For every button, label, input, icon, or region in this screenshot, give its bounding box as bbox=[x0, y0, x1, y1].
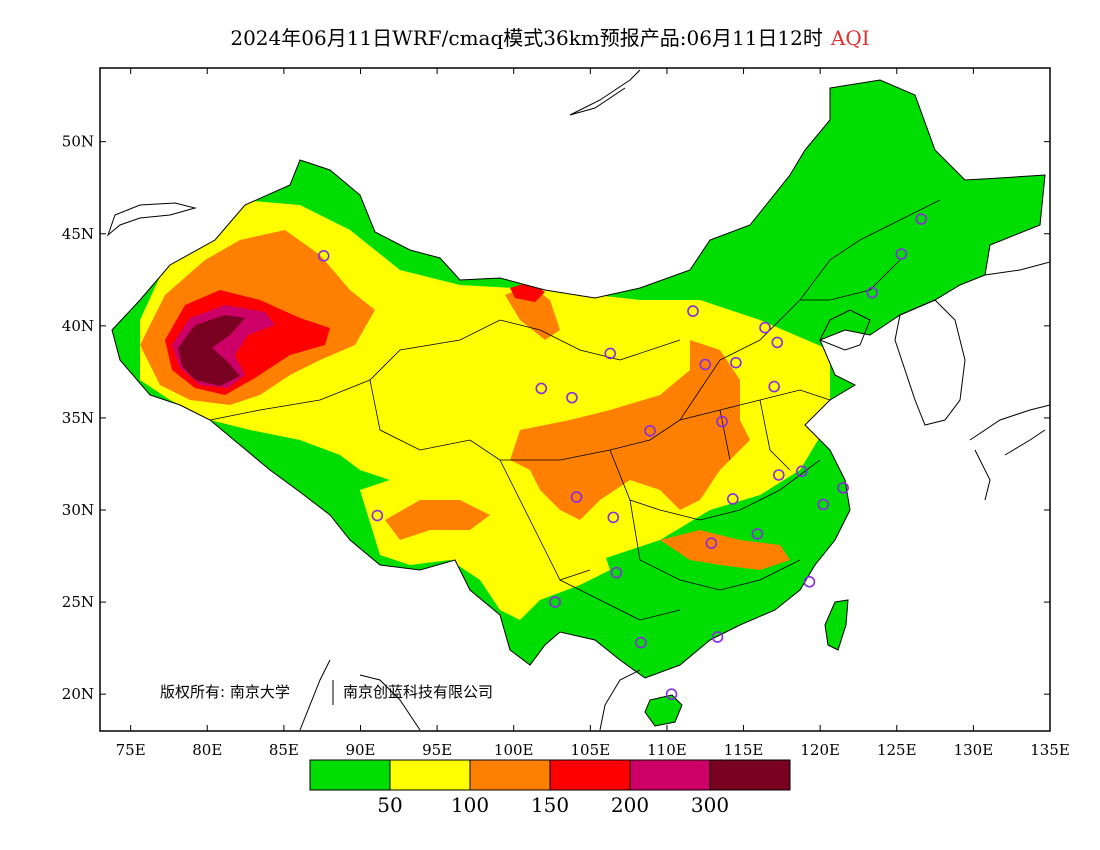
station-marker bbox=[772, 469, 785, 481]
borders bbox=[106, 69, 1050, 731]
station-marker bbox=[705, 537, 718, 549]
station-marker bbox=[607, 511, 620, 524]
station-marker bbox=[771, 336, 784, 349]
station-marker bbox=[699, 358, 712, 371]
station-marker bbox=[730, 356, 742, 369]
title-variable: AQI bbox=[830, 26, 870, 50]
legend-swatch bbox=[469, 759, 551, 791]
hainan-island bbox=[644, 694, 683, 727]
lat-tick-label: 45N bbox=[62, 225, 94, 243]
station-marker bbox=[535, 382, 548, 395]
station-marker bbox=[795, 465, 808, 478]
station-marker bbox=[687, 305, 699, 317]
station-marker bbox=[610, 566, 623, 579]
lat-tick-label: 40N bbox=[62, 317, 94, 335]
station-marker bbox=[915, 213, 928, 225]
lon-tick-label: 95E bbox=[422, 741, 452, 759]
lon-tick-label: 105E bbox=[571, 741, 611, 759]
caspian-aral bbox=[106, 202, 197, 237]
copyright-owner: 版权所有: 南京大学 bbox=[160, 683, 290, 701]
map-area: 版权所有: 南京大学 南京创蓝科技有限公司 bbox=[106, 69, 1050, 731]
station-marker bbox=[716, 415, 728, 428]
station-marker bbox=[837, 482, 849, 494]
lon-tick-label: 135E bbox=[1030, 741, 1070, 759]
lake-baikal bbox=[569, 69, 641, 116]
title-main: 2024年06月11日WRF/cmaq模式36km预报产品:06月11日12时 bbox=[230, 26, 823, 50]
station-marker bbox=[665, 688, 678, 700]
legend-swatch bbox=[629, 759, 711, 791]
legend-label: 100 bbox=[451, 793, 489, 817]
korea-peninsula bbox=[894, 299, 966, 426]
taiwan-island bbox=[824, 599, 849, 651]
lat-tick-label: 30N bbox=[62, 501, 94, 519]
legend: 50 100 150 200 300 bbox=[309, 759, 791, 817]
lon-tick-label: 125E bbox=[877, 741, 917, 759]
lon-tick-label: 115E bbox=[724, 741, 764, 759]
station-marker bbox=[759, 321, 771, 334]
liaodong-coast bbox=[819, 309, 871, 351]
lon-tick-label: 80E bbox=[192, 741, 222, 759]
station-marker bbox=[817, 498, 830, 511]
legend-swatch bbox=[709, 759, 791, 791]
legend-label: 300 bbox=[691, 793, 729, 817]
lat-tick-label: 20N bbox=[62, 685, 94, 703]
station-marker bbox=[727, 493, 739, 505]
station-marker bbox=[644, 425, 656, 437]
lon-tick-label: 75E bbox=[116, 741, 146, 759]
station-marker bbox=[566, 391, 578, 404]
aqi-usg-north-china bbox=[510, 340, 750, 520]
indochina-coast bbox=[299, 659, 641, 731]
station-marker bbox=[803, 576, 816, 588]
station-marker bbox=[549, 596, 561, 608]
lon-tick-label: 130E bbox=[954, 741, 994, 759]
station-marker bbox=[570, 491, 583, 503]
copyright-partner: 南京创蓝科技有限公司 bbox=[343, 683, 493, 701]
legend-swatch bbox=[389, 759, 471, 791]
lat-axis: 50N 45N 40N 35N 30N 25N 20N bbox=[62, 133, 1050, 703]
map-frame bbox=[99, 67, 1051, 732]
map-title: 2024年06月11日WRF/cmaq模式36km预报产品:06月11日12时 A… bbox=[0, 22, 1100, 51]
aqi-usg-tibet bbox=[385, 500, 490, 540]
legend-swatch bbox=[549, 759, 631, 791]
lat-tick-label: 35N bbox=[62, 409, 94, 427]
lon-tick-label: 100E bbox=[494, 741, 534, 759]
legend-label: 50 bbox=[377, 793, 402, 817]
russia-east-coast bbox=[984, 261, 1050, 276]
station-markers bbox=[317, 213, 928, 700]
lon-tick-label: 90E bbox=[345, 741, 375, 759]
lon-tick-label: 85E bbox=[269, 741, 299, 759]
station-marker bbox=[371, 509, 384, 522]
aqi-hazardous-xinjiang bbox=[178, 315, 245, 386]
legend-label: 150 bbox=[531, 793, 569, 817]
station-marker bbox=[317, 250, 330, 262]
station-marker bbox=[635, 636, 647, 649]
station-marker bbox=[711, 631, 724, 643]
aqi-usg-central-south bbox=[660, 530, 790, 570]
lat-tick-label: 25N bbox=[62, 593, 94, 611]
lon-tick-label: 110E bbox=[647, 741, 687, 759]
station-marker bbox=[751, 528, 764, 540]
province-lines bbox=[209, 199, 941, 621]
china-outline bbox=[111, 79, 1046, 679]
japan-coast bbox=[969, 404, 1050, 501]
legend-swatch bbox=[309, 759, 391, 791]
aqi-field bbox=[112, 80, 1045, 678]
lon-axis: 75E 80E 85E 90E 95E 100E 105E 110E 115E 120E 125E 1… bbox=[116, 68, 1070, 759]
station-marker bbox=[604, 347, 617, 360]
station-marker bbox=[866, 286, 879, 299]
station-marker bbox=[895, 248, 908, 260]
lon-tick-label: 120E bbox=[800, 741, 840, 759]
legend-label: 200 bbox=[611, 793, 649, 817]
lat-tick-label: 50N bbox=[62, 133, 94, 151]
station-marker bbox=[768, 380, 780, 393]
